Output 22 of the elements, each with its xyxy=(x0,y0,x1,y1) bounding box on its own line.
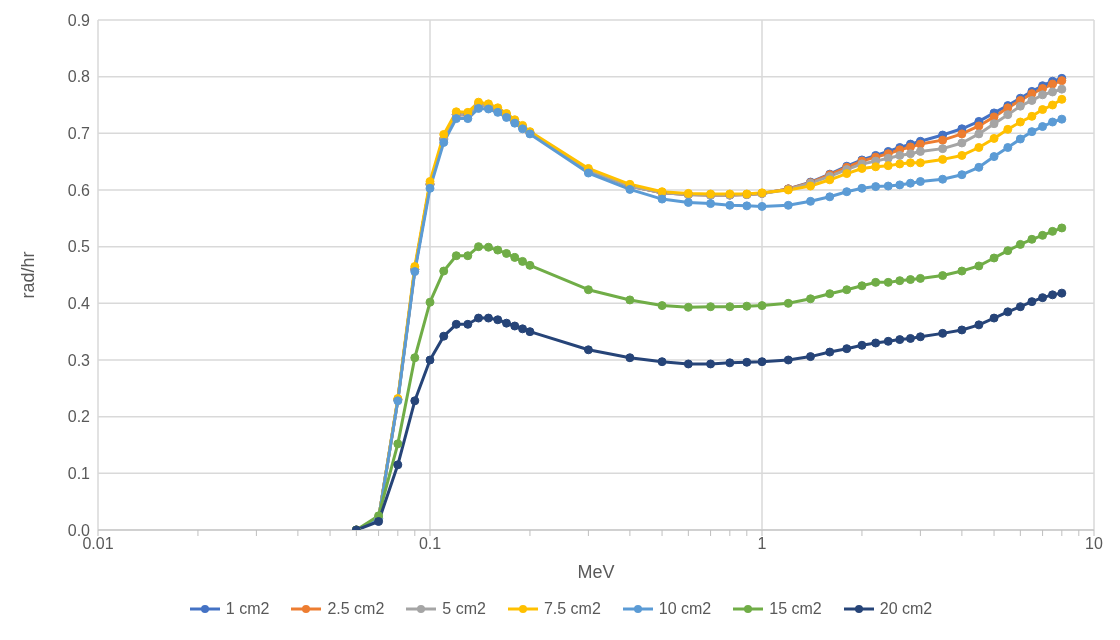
y-axis-title: rad/hr xyxy=(18,251,39,299)
x-tick-label: 0.01 xyxy=(82,535,114,553)
legend-label: 20 cm2 xyxy=(879,600,933,618)
legend-label: 7.5 cm2 xyxy=(543,600,601,618)
legend-label: 5 cm2 xyxy=(442,600,486,618)
y-tick-label: 0.9 xyxy=(67,11,91,29)
x-tick-label: 10 xyxy=(1085,535,1103,553)
x-axis-title: MeV xyxy=(577,562,615,582)
x-tick-label: 0.1 xyxy=(418,535,442,553)
x-tick-label: 1 xyxy=(757,535,767,553)
y-tick-label: 0.7 xyxy=(67,125,91,143)
y-tick-label: 0.3 xyxy=(67,351,91,369)
y-tick-label: 0.8 xyxy=(67,68,91,86)
y-tick-label: 0.4 xyxy=(67,295,91,313)
legend-label: 15 cm2 xyxy=(769,600,822,618)
legend-label: 2.5 cm2 xyxy=(327,600,385,618)
y-tick-label: 0.6 xyxy=(67,181,91,199)
y-tick-label: 0.1 xyxy=(67,465,91,483)
legend-label: 10 cm2 xyxy=(658,600,712,618)
legend-label: 1 cm2 xyxy=(225,600,270,618)
y-tick-label: 0.2 xyxy=(67,408,91,426)
y-tick-label: 0.5 xyxy=(67,238,91,256)
